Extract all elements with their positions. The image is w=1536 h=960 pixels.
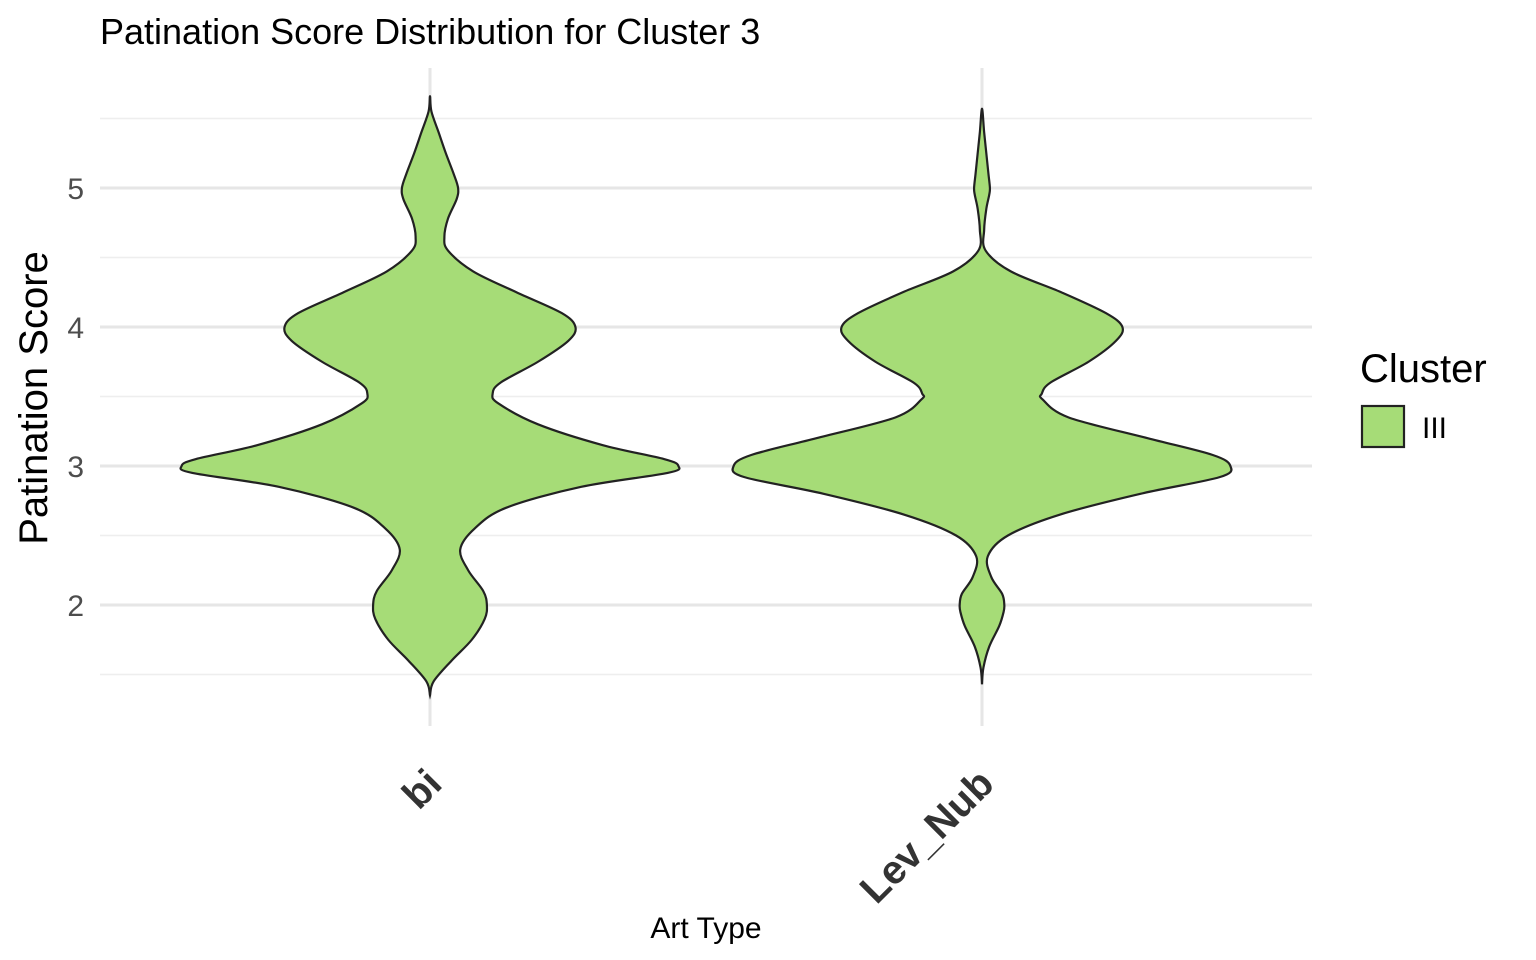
y-tick-label: 4 bbox=[67, 312, 84, 345]
x-tick-label: Lev_Nub bbox=[852, 761, 1003, 912]
grid bbox=[100, 68, 1312, 726]
y-tick-label: 3 bbox=[67, 451, 84, 484]
y-tick-label: 2 bbox=[67, 590, 84, 623]
legend-swatch bbox=[1360, 404, 1406, 449]
y-axis-label: Patination Score bbox=[12, 251, 56, 545]
y-axis-ticks: 2 3 4 5 bbox=[67, 173, 84, 623]
x-tick-label: bi bbox=[394, 761, 450, 817]
legend: Cluster III bbox=[1360, 347, 1487, 449]
y-tick-label: 5 bbox=[67, 173, 84, 206]
violins bbox=[179, 95, 1233, 696]
x-axis-label: Art Type bbox=[650, 912, 761, 945]
legend-entries: III bbox=[1360, 404, 1447, 449]
legend-title: Cluster bbox=[1360, 347, 1487, 391]
violin-lev-nub bbox=[731, 107, 1233, 685]
legend-label: III bbox=[1422, 412, 1447, 445]
chart-title: Patination Score Distribution for Cluste… bbox=[100, 11, 760, 52]
violin-bi bbox=[179, 95, 681, 696]
x-axis-ticks: bi Lev_Nub bbox=[394, 761, 1002, 912]
